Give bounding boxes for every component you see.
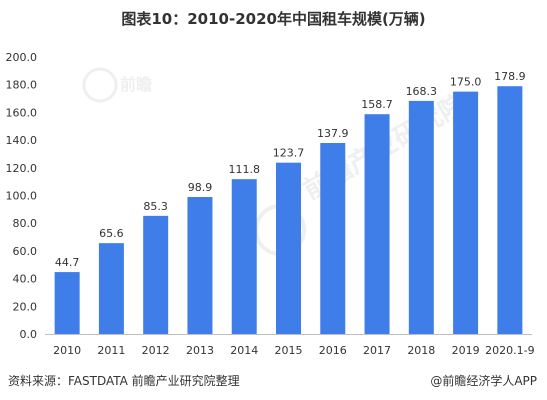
x-tick-label: 2016: [319, 344, 347, 357]
x-tick-label: 2011: [97, 344, 125, 357]
x-tick-label: 2019: [452, 344, 480, 357]
bar: [364, 114, 390, 334]
data-label: 158.7: [361, 98, 393, 111]
y-tick-label: 20.0: [13, 300, 38, 313]
x-tick-label: 2014: [230, 344, 258, 357]
bar: [187, 197, 213, 334]
x-tick-label: 2013: [186, 344, 214, 357]
y-tick-label: 0.0: [20, 328, 38, 341]
y-tick-label: 200.0: [6, 51, 38, 64]
chart-title: 图表10：2010-2020年中国租车规模(万辆): [121, 10, 426, 28]
x-tick-label: 2010: [53, 344, 81, 357]
data-label: 175.0: [450, 76, 482, 89]
bar: [408, 100, 434, 334]
source-note: 资料来源：FASTDATA 前瞻产业研究院整理: [8, 374, 240, 388]
y-tick-label: 100.0: [6, 190, 38, 203]
x-tick-label: 2012: [142, 344, 170, 357]
bar: [54, 272, 80, 334]
data-label: 123.7: [273, 147, 305, 160]
data-label: 168.3: [406, 85, 438, 98]
data-label: 65.6: [99, 227, 124, 240]
y-tick-label: 80.0: [13, 217, 38, 230]
watermark-logo-text: 前瞻: [120, 75, 152, 94]
bar: [143, 215, 169, 334]
data-label: 178.9: [494, 70, 526, 83]
x-tick-label: 2015: [275, 344, 303, 357]
y-tick-label: 160.0: [6, 106, 38, 119]
bar: [231, 179, 257, 334]
y-tick-label: 60.0: [13, 245, 38, 258]
bar: [453, 91, 479, 334]
data-label: 111.8: [228, 163, 260, 176]
watermark-logo-icon: [82, 67, 118, 103]
y-tick-label: 140.0: [6, 134, 38, 147]
x-tick-label: 2017: [363, 344, 391, 357]
bar: [497, 86, 523, 334]
bar: [320, 143, 346, 334]
y-tick-label: 180.0: [6, 79, 38, 92]
x-tick-label: 2020.1-9: [485, 344, 534, 357]
y-tick-label: 120.0: [6, 162, 38, 175]
x-axis: 2010 2011 2012 2013 2014 2015 2016 2017 2018 2019…: [45, 334, 535, 357]
bar: [98, 243, 124, 334]
value-labels: 44.7 65.6 85.3 98.9 111.8 123.7 137.9 158.7 168.…: [55, 70, 526, 269]
data-label: 98.9: [188, 181, 213, 194]
bars: [54, 86, 523, 334]
data-label: 137.9: [317, 127, 349, 140]
y-axis: 0.0 20.0 40.0 60.0 80.0 100.0 120.0 140.0 160.0 1…: [6, 51, 38, 341]
data-label: 85.3: [143, 200, 168, 213]
brand-handle: @前瞻经济学人APP: [430, 374, 537, 388]
x-tick-label: 2018: [407, 344, 435, 357]
data-label: 44.7: [55, 256, 80, 269]
bar: [276, 162, 301, 334]
y-tick-label: 40.0: [13, 273, 38, 286]
